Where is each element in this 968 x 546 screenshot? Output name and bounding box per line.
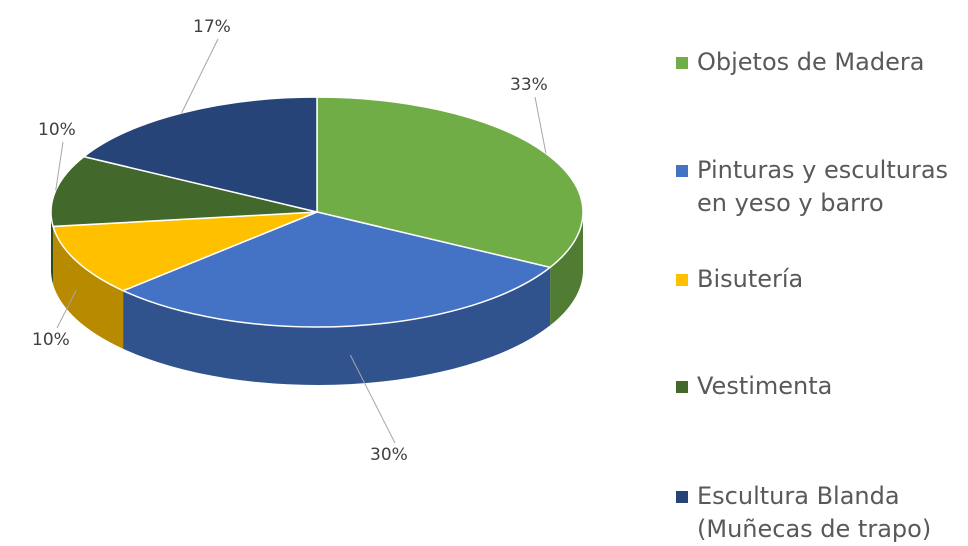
legend-label: Pinturas y esculturas en yeso y barro [697,156,949,217]
legend-swatch [676,491,688,503]
leader-line [55,141,64,191]
leader-line [56,289,77,329]
legend-swatch [676,381,688,393]
data-label: 30% [370,445,408,465]
pie-slice [121,211,552,328]
data-label: 10% [38,120,76,140]
legend-entry: Pinturas y esculturas en yeso y barro [676,154,966,220]
leader-line [181,38,219,114]
legend-swatch [676,57,688,69]
pie-slice [52,211,318,292]
legend-label: Objetos de Madera [697,48,925,76]
pie-slice [316,96,584,269]
pie-side [550,212,583,326]
legend-swatch [676,274,688,286]
pie-side [51,212,54,285]
leader-line [349,354,396,444]
legend-entry: Escultura Blanda (Muñecas de trapo) [676,480,966,546]
data-label: 17% [193,17,231,37]
data-label: 10% [32,330,70,350]
legend-entry: Vestimenta [676,370,966,403]
legend-label: Vestimenta [697,372,833,400]
legend-label: Bisutería [697,265,804,293]
pie-side [123,267,551,385]
pie-slice [82,96,318,213]
data-label: 33% [510,75,548,95]
legend-entry: Bisutería [676,263,966,296]
legend-label: Escultura Blanda (Muñecas de trapo) [697,482,932,543]
legend-entry: Objetos de Madera [676,46,966,79]
legend-swatch [676,165,688,177]
pie-side [53,226,124,349]
leader-line [534,96,547,154]
